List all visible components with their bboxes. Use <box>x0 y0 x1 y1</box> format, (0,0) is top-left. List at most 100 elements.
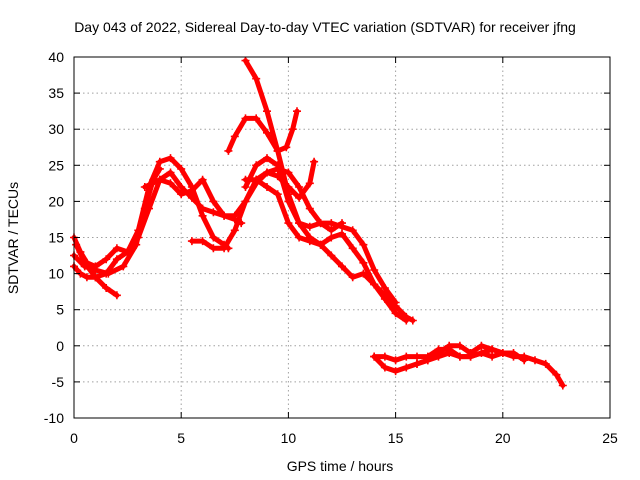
data-point <box>380 352 389 361</box>
series-group <box>70 56 567 390</box>
data-point <box>295 219 304 228</box>
series-arc-9 <box>241 175 417 325</box>
data-point <box>295 193 304 202</box>
data-point <box>348 273 357 282</box>
data-point <box>241 183 250 191</box>
series-arc-13 <box>413 341 507 368</box>
data-point <box>187 237 196 246</box>
data-point <box>498 349 507 357</box>
data-point <box>252 114 261 123</box>
data-point <box>305 222 314 231</box>
series-arc-2 <box>70 154 233 282</box>
data-point <box>305 204 314 213</box>
data-point <box>177 164 186 173</box>
y-tick-label: 10 <box>48 266 64 282</box>
data-point <box>140 183 149 191</box>
data-point <box>488 345 497 354</box>
y-tick-label: 20 <box>48 193 64 209</box>
data-point <box>316 219 325 228</box>
data-point <box>477 349 486 357</box>
data-point <box>348 226 357 235</box>
data-point <box>252 175 261 184</box>
data-point <box>220 211 229 220</box>
data-point <box>391 309 400 318</box>
data-point <box>241 197 250 206</box>
data-point <box>316 240 325 249</box>
data-point <box>327 219 336 228</box>
data-point <box>209 233 218 242</box>
data-point <box>177 190 186 199</box>
data-point <box>413 352 421 361</box>
data-point <box>284 219 293 228</box>
data-point <box>295 183 304 191</box>
data-point <box>520 356 529 365</box>
data-point <box>209 208 218 217</box>
data-point <box>310 157 319 166</box>
data-point <box>273 190 282 199</box>
data-point <box>466 349 475 357</box>
series-line <box>71 170 244 269</box>
data-point <box>155 157 164 166</box>
grid <box>74 57 610 418</box>
data-point <box>445 341 454 350</box>
data-point <box>305 237 314 246</box>
data-point <box>455 341 464 350</box>
y-tick-label: 0 <box>56 338 64 354</box>
data-point <box>423 356 432 365</box>
data-point <box>252 74 261 83</box>
x-axis-label: GPS time / hours <box>287 458 394 474</box>
series-arc-7 <box>224 107 301 155</box>
data-point <box>209 197 218 206</box>
data-point <box>91 266 100 274</box>
x-tick-label: 10 <box>281 430 297 446</box>
data-point <box>558 381 567 390</box>
data-point <box>391 367 400 376</box>
data-point <box>391 356 400 365</box>
data-point <box>252 161 261 170</box>
x-tick-label: 20 <box>495 430 511 446</box>
data-point <box>477 341 486 350</box>
data-point <box>263 183 271 191</box>
data-point <box>531 356 539 365</box>
series-arc-1 <box>70 168 246 271</box>
y-tick-label: -10 <box>44 410 64 426</box>
data-point <box>230 211 239 220</box>
data-point <box>402 352 411 361</box>
data-point <box>455 352 464 361</box>
data-point <box>102 255 111 264</box>
data-point <box>263 128 271 137</box>
data-point <box>230 132 239 141</box>
y-tick-label: 40 <box>48 49 64 65</box>
data-point <box>198 175 207 184</box>
y-tick-label: 30 <box>48 121 64 137</box>
data-point <box>241 114 250 123</box>
x-tick-label: 5 <box>177 430 185 446</box>
data-point <box>263 154 271 163</box>
data-point <box>288 125 297 134</box>
data-point <box>295 233 304 242</box>
data-point <box>155 164 164 173</box>
data-point <box>380 363 389 372</box>
y-tick-label: 25 <box>48 157 64 173</box>
data-point <box>104 269 113 278</box>
data-point <box>140 204 149 213</box>
data-point <box>413 359 421 368</box>
data-point <box>166 154 175 163</box>
y-tick-label: -5 <box>52 374 65 390</box>
data-point <box>282 143 291 152</box>
chart-title: Day 043 of 2022, Sidereal Day-to-day VTE… <box>74 19 576 35</box>
data-point <box>72 240 81 249</box>
data-point <box>273 146 282 155</box>
data-point <box>112 255 121 264</box>
data-point <box>359 240 368 249</box>
data-point <box>402 363 411 372</box>
data-point <box>198 211 207 220</box>
data-point <box>132 240 141 249</box>
y-tick-label: 5 <box>56 302 64 318</box>
data-point <box>263 168 271 177</box>
y-tick-label: 35 <box>48 85 64 101</box>
data-point <box>488 352 497 361</box>
data-point <box>305 179 314 188</box>
data-point <box>209 244 218 253</box>
